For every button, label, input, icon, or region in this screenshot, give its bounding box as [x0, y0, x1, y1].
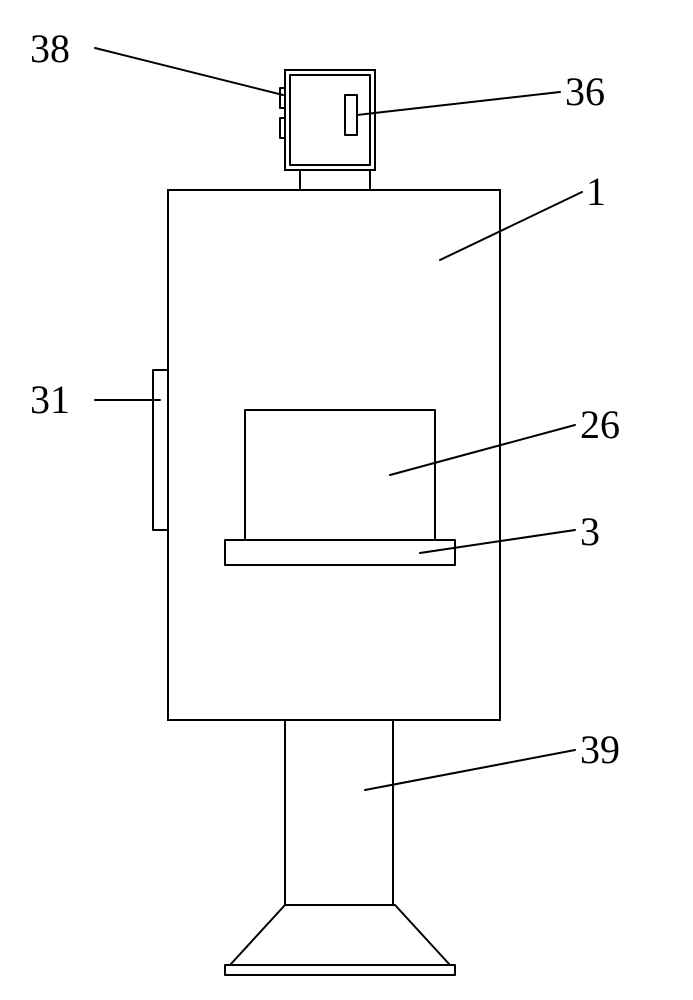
label-l38: 38 — [30, 26, 70, 71]
label-l26: 26 — [580, 402, 620, 447]
top-outer — [285, 70, 375, 170]
main-body — [168, 190, 500, 720]
label-l1: 1 — [586, 169, 606, 214]
label-l31: 31 — [30, 377, 70, 422]
label-l3: 3 — [580, 509, 600, 554]
label-l36: 36 — [565, 69, 605, 114]
label-l39: 39 — [580, 727, 620, 772]
